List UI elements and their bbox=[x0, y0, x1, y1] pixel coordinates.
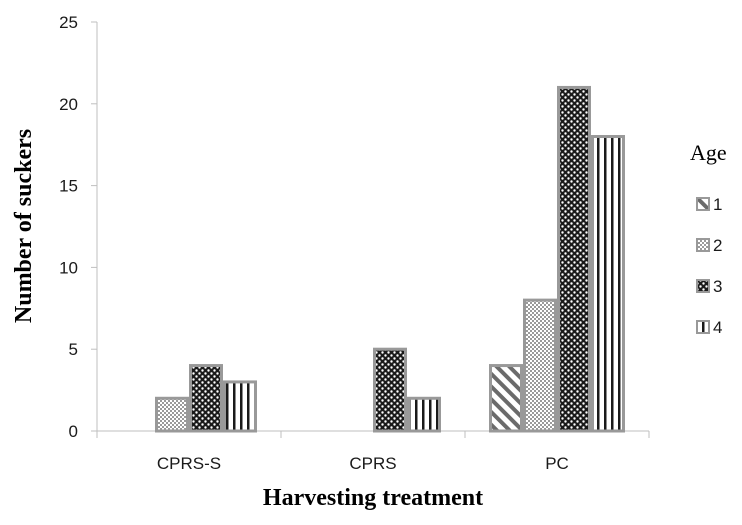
legend-title: Age bbox=[690, 140, 727, 165]
legend-label: 1 bbox=[713, 195, 722, 214]
bar-pc-age-3 bbox=[557, 85, 591, 433]
bar-cprs-s-age-4 bbox=[223, 380, 257, 433]
bars bbox=[155, 85, 625, 433]
x-tick-label: CPRS bbox=[349, 454, 396, 473]
x-ticks: CPRS-S CPRS PC bbox=[96, 431, 650, 473]
bar-pc-age-2 bbox=[523, 298, 557, 433]
legend-label: 4 bbox=[713, 318, 722, 337]
y-tick-label: 10 bbox=[59, 258, 78, 277]
legend-swatch bbox=[696, 320, 710, 334]
x-tick-label: PC bbox=[545, 454, 569, 473]
y-tick-label: 0 bbox=[69, 422, 78, 441]
bar-pc-age-1 bbox=[489, 364, 523, 433]
y-axis-title: Number of suckers bbox=[11, 129, 37, 323]
x-tick-label: CPRS-S bbox=[157, 454, 221, 473]
bar-pc-age-4 bbox=[591, 135, 625, 433]
legend: Age 1 2 3 4 bbox=[690, 140, 727, 337]
legend-swatch bbox=[696, 279, 710, 293]
legend-label: 2 bbox=[713, 236, 722, 255]
bar-cprs-age-3 bbox=[373, 347, 407, 433]
bar-cprs-s-age-3 bbox=[189, 364, 223, 433]
x-axis-title: Harvesting treatment bbox=[263, 485, 483, 511]
bar-cprs-age-4 bbox=[407, 396, 441, 433]
y-tick-label: 20 bbox=[59, 95, 78, 114]
y-tick-label: 25 bbox=[59, 13, 78, 32]
y-tick-label: 15 bbox=[59, 177, 78, 196]
bar-cprs-s-age-2 bbox=[155, 396, 189, 433]
y-tick-label: 5 bbox=[69, 340, 78, 359]
y-axis: 0 5 10 15 20 25 bbox=[59, 13, 98, 441]
legend-swatch bbox=[696, 197, 710, 211]
y-ticks: 0 5 10 15 20 25 bbox=[59, 13, 97, 441]
legend-label: 3 bbox=[713, 277, 722, 296]
legend-swatch bbox=[696, 238, 710, 252]
x-axis: CPRS-S CPRS PC bbox=[96, 430, 650, 473]
